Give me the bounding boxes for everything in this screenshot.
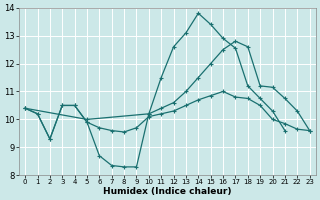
X-axis label: Humidex (Indice chaleur): Humidex (Indice chaleur)	[103, 187, 232, 196]
